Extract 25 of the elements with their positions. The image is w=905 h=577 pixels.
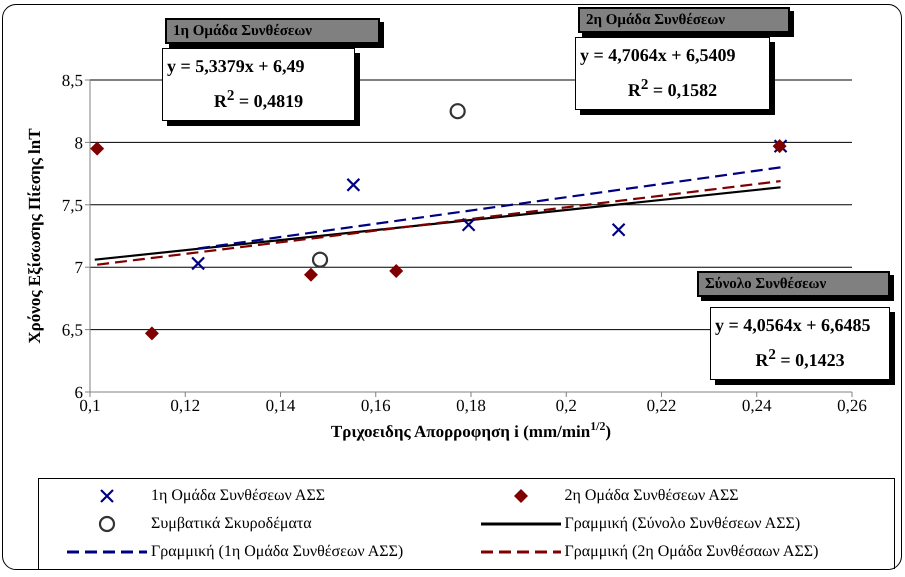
y-axis-title: Χρόνος Εξίσωσης Πίεσης lnT xyxy=(25,128,44,344)
legend-label: Συμβατικά Σκυροδέματα xyxy=(151,515,312,533)
legend-label: Γραμμική (1η Ομάδα Συνθέσεων ΑΣΣ) xyxy=(151,543,404,561)
y-tick-label: 7,5 xyxy=(62,196,83,215)
legend-label: 2η Ομάδα Συνθέσεων ΑΣΣ xyxy=(564,487,739,505)
legend-label: Γραμμική (2η Ομάδα Συνθέσαων ΑΣΣ) xyxy=(564,543,818,561)
annotation: R$^{2}$ = 0,1582 xyxy=(626,76,718,102)
y-tick-label: 8 xyxy=(74,133,83,152)
legend-label: 1η Ομάδα Συνθέσεων ΑΣΣ xyxy=(151,487,326,505)
x-tick-label: 0,18 xyxy=(456,396,486,416)
y-tick-label: 8,5 xyxy=(62,71,83,90)
annotation: y = 4,0564x + 6,6485 xyxy=(715,314,872,337)
x-axis-title: Τριχοειδης Απορροφηση i (mm/min$^{1/2}$) xyxy=(330,419,612,441)
x-tick-label: 0,22 xyxy=(646,396,676,416)
x-tick-label: 0,26 xyxy=(837,396,867,416)
x-tick-label: 0,16 xyxy=(360,396,391,416)
y-tick-label: 6,5 xyxy=(62,320,83,340)
annotation: R$^{2}$ = 0,1423 xyxy=(754,346,846,372)
y-tick-label: 7 xyxy=(74,258,84,278)
x-tick-label: 0,24 xyxy=(742,396,772,416)
legend-label: Γραμμική (Σύνολο Συνθέσεων ΑΣΣ) xyxy=(564,515,800,533)
annotation: R$^{2}$ = 0,4819 xyxy=(212,87,304,113)
x-tick-label: 0,14 xyxy=(266,396,296,416)
x-tick-label: 0,12 xyxy=(170,396,200,416)
x-tick-label: 0,2 xyxy=(556,396,577,416)
